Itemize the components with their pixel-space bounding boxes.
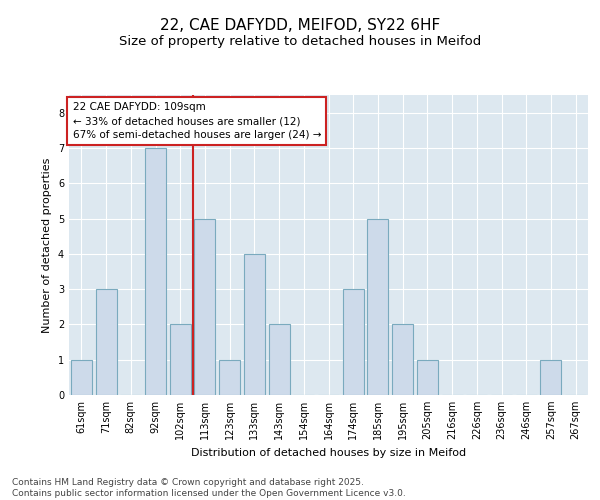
- Bar: [145, 148, 166, 395]
- Text: 22, CAE DAFYDD, MEIFOD, SY22 6HF: 22, CAE DAFYDD, MEIFOD, SY22 6HF: [160, 18, 440, 32]
- Bar: [343, 289, 364, 395]
- Bar: [219, 360, 240, 395]
- Bar: [95, 289, 116, 395]
- Bar: [71, 360, 92, 395]
- Bar: [417, 360, 438, 395]
- Bar: [269, 324, 290, 395]
- Text: Size of property relative to detached houses in Meifod: Size of property relative to detached ho…: [119, 35, 481, 48]
- X-axis label: Distribution of detached houses by size in Meifod: Distribution of detached houses by size …: [191, 448, 466, 458]
- Bar: [194, 218, 215, 395]
- Bar: [541, 360, 562, 395]
- Bar: [244, 254, 265, 395]
- Y-axis label: Number of detached properties: Number of detached properties: [43, 158, 52, 332]
- Text: Contains HM Land Registry data © Crown copyright and database right 2025.
Contai: Contains HM Land Registry data © Crown c…: [12, 478, 406, 498]
- Bar: [392, 324, 413, 395]
- Bar: [170, 324, 191, 395]
- Bar: [367, 218, 388, 395]
- Text: 22 CAE DAFYDD: 109sqm
← 33% of detached houses are smaller (12)
67% of semi-deta: 22 CAE DAFYDD: 109sqm ← 33% of detached …: [73, 102, 321, 140]
